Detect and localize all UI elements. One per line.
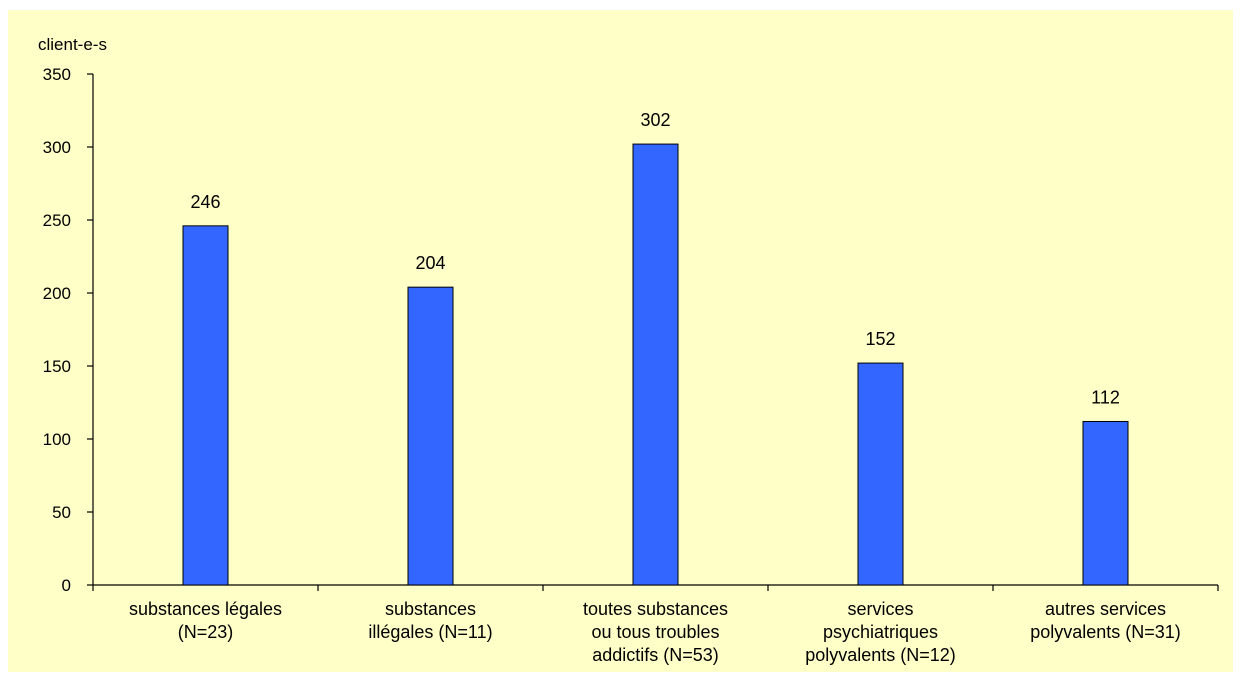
chart-area: client-e-s 0 50 100 150 200 250 300 350 246 204 3…: [8, 10, 1233, 672]
bar: [182, 225, 229, 586]
data-label: 152: [865, 329, 895, 349]
x-axis: substances légales (N=23) substances illéga…: [92, 585, 1219, 665]
y-tick-label: 0: [62, 576, 71, 595]
x-tick-label: substances légales (N=23): [129, 599, 282, 642]
y-tick-label: 150: [43, 357, 71, 376]
data-label: 112: [1091, 387, 1120, 407]
x-tick-label: substances illégales (N=11): [368, 599, 492, 642]
bar: [1082, 420, 1129, 586]
y-tick-label: 100: [43, 430, 71, 449]
bar: [632, 143, 679, 586]
x-tick-label: services psychiatriques polyvalents (N=12): [805, 599, 956, 665]
y-axis-label: client-e-s: [38, 35, 107, 54]
y-tick-label: 300: [43, 138, 71, 157]
x-tick-label: toutes substances ou tous troubles addicti…: [583, 599, 728, 665]
bars: 246 204 302 152 112: [182, 110, 1129, 586]
y-axis: 0 50 100 150 200 250 300 350: [43, 65, 1218, 595]
data-label: 246: [190, 192, 220, 212]
bar: [407, 286, 454, 586]
bar-chart: client-e-s 0 50 100 150 200 250 300 350 246 204 3…: [38, 35, 1219, 665]
y-tick-label: 50: [52, 503, 71, 522]
data-label: 302: [640, 110, 670, 130]
y-tick-label: 200: [43, 284, 71, 303]
y-tick-label: 250: [43, 211, 71, 230]
x-tick-label: autres services polyvalents (N=31): [1030, 599, 1181, 642]
bar: [857, 362, 904, 586]
data-label: 204: [415, 253, 445, 273]
y-tick-label: 350: [43, 65, 71, 84]
